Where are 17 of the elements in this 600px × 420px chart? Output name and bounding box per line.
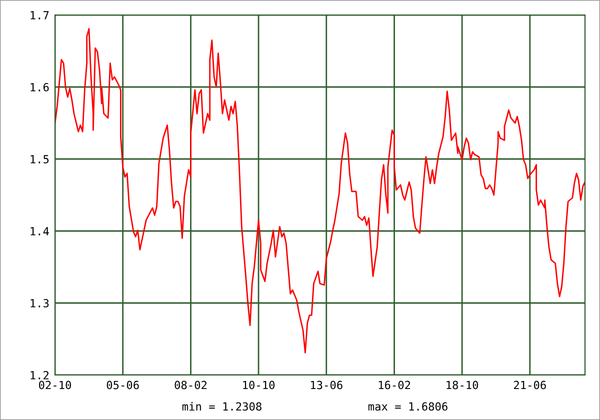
y-tick-label: 1.6 xyxy=(30,83,49,92)
text: max = 1.6806 xyxy=(368,402,448,411)
x-tick-label: 16-02 xyxy=(378,380,410,390)
x-tick-label: 21-06 xyxy=(514,380,546,390)
text: min = 1.2308 xyxy=(182,402,262,411)
x-tick-label: 13-06 xyxy=(310,380,342,390)
x-tick-label: 10-10 xyxy=(243,380,275,390)
x-tick-label: 05-06 xyxy=(106,380,139,390)
x-tick-label: 18-10 xyxy=(446,380,478,390)
x-tick-label: 02-10 xyxy=(39,380,72,390)
line-series xyxy=(55,28,585,354)
x-tick-label: 08-02 xyxy=(174,380,207,390)
y-tick-label: 1.3 xyxy=(30,299,49,308)
y-tick-label: 1.4 xyxy=(30,227,49,236)
y-tick-label: 1.7 xyxy=(30,11,49,20)
y-tick-label: 1.5 xyxy=(30,155,49,164)
y-tick-label: 1.2 xyxy=(30,371,48,380)
